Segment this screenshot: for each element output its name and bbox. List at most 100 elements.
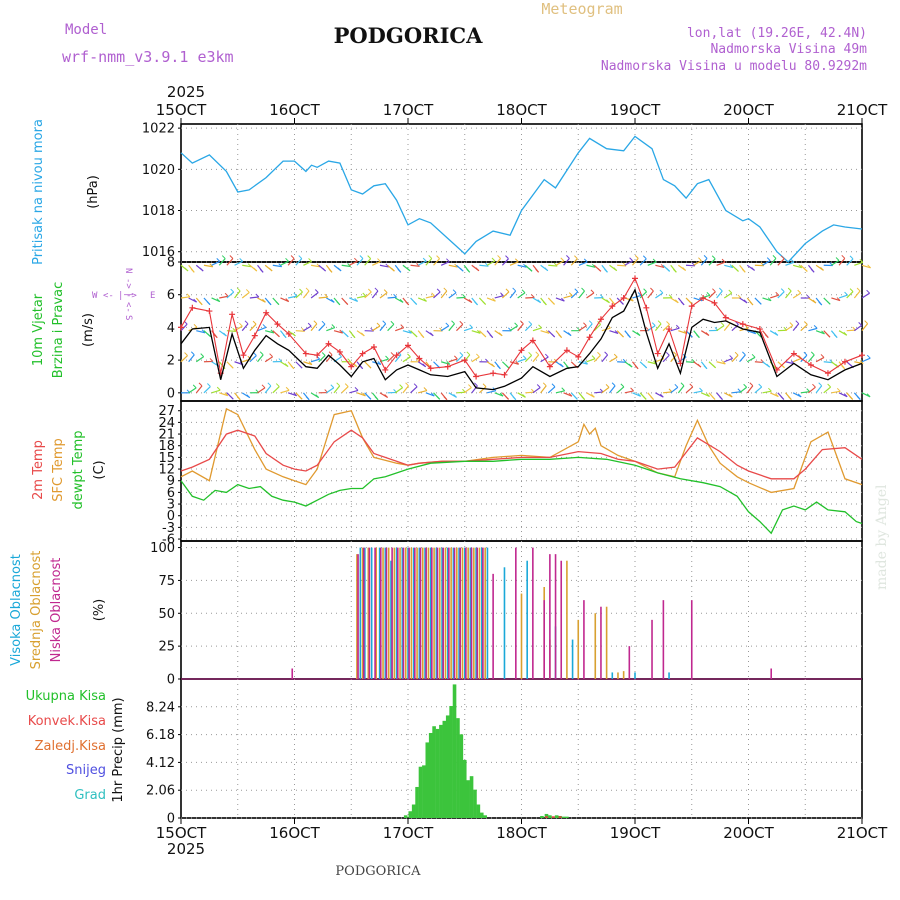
- header: Model wrf-nmm_v3.9.1 e3km PODGORICA Mete…: [62, 0, 890, 879]
- wind-barb: [609, 385, 616, 394]
- wind-barb-head: [812, 299, 817, 304]
- wind-barb: [195, 356, 205, 363]
- wind-barb-head: [428, 255, 433, 259]
- wind-barb-head: [298, 255, 303, 259]
- wind-barb: [655, 292, 664, 299]
- wind-barb-head: [499, 392, 504, 397]
- wind-barb-head: [482, 301, 486, 305]
- y-tick-label: 1018: [142, 204, 175, 219]
- gust-marker: [263, 309, 270, 316]
- wind-barb-head: [553, 262, 558, 267]
- wind-barb-head: [293, 392, 297, 397]
- wind-barb-head: [672, 268, 677, 273]
- wind-barb-head: [614, 330, 619, 334]
- wind-barb: [723, 323, 731, 332]
- wind-barb-head: [466, 268, 471, 273]
- wind-barb-head: [820, 267, 824, 271]
- wind-barb-head: [764, 334, 769, 338]
- wind-barb: [693, 260, 702, 266]
- precip-bar: [554, 815, 559, 818]
- wind-barb-head: [849, 288, 854, 292]
- temp-ylabel-1: 2m Temp: [31, 440, 46, 500]
- y-tick-label: 12: [158, 463, 175, 478]
- wind-barb-head: [699, 387, 703, 392]
- wind-barb-head: [429, 332, 434, 337]
- wind-barb: [402, 356, 411, 363]
- wind-barb: [639, 291, 648, 299]
- wind-barb: [310, 358, 320, 363]
- wind-barb-head: [229, 395, 234, 400]
- wind-barb-head: [359, 365, 364, 370]
- wind-barb: [456, 323, 464, 332]
- wind-barb-head: [605, 384, 610, 388]
- wind-barb: [402, 330, 412, 334]
- wind-barb-head: [477, 329, 481, 334]
- gust-marker: [824, 370, 831, 377]
- wind-barb-head: [315, 394, 320, 398]
- wind-barb: [670, 354, 677, 363]
- wind-barb: [196, 330, 206, 334]
- wind-barb-head: [377, 361, 382, 365]
- wind-barb: [823, 361, 833, 364]
- wind-barb: [479, 386, 487, 394]
- wind-barb-head: [797, 393, 802, 398]
- wind-barb: [333, 385, 341, 394]
- wind-barb: [303, 361, 313, 366]
- wind-barb-head: [620, 301, 624, 305]
- wind-barb: [785, 325, 794, 332]
- precip-bar: [466, 780, 470, 818]
- y-tick-label: 0: [167, 812, 175, 827]
- wind-barb-head: [290, 365, 295, 370]
- y-tick-label: 4.12: [146, 756, 175, 771]
- wind-barb-head: [561, 297, 565, 302]
- wind-barb-head: [347, 358, 352, 363]
- wind-barb-head: [422, 363, 427, 368]
- wind-barb-head: [703, 255, 708, 259]
- wind-barb: [785, 290, 792, 299]
- wind-barb-head: [757, 300, 762, 305]
- wind-barb-head: [558, 334, 562, 339]
- wind-barb-head: [198, 301, 203, 306]
- wind-barb-head: [216, 258, 221, 262]
- wind-barb: [846, 291, 854, 299]
- wind-barb: [685, 386, 694, 394]
- wind-barb-head: [711, 396, 716, 400]
- wind-barb-head: [542, 382, 547, 387]
- gust-marker: [274, 321, 281, 328]
- wind-barb: [724, 264, 734, 269]
- wind-barb-head: [344, 383, 349, 387]
- precip-bar: [462, 759, 467, 818]
- wind-barb: [219, 392, 228, 397]
- wind-barb-head: [836, 297, 841, 301]
- precip-bar: [445, 715, 450, 818]
- wind-barb-head: [561, 387, 566, 392]
- wind-barb: [570, 258, 578, 266]
- wind-barb-head: [835, 257, 840, 261]
- y-tick-label: 50: [158, 607, 175, 622]
- wind-barb-head: [453, 355, 458, 360]
- gust-marker: [336, 348, 343, 355]
- wind-barb-head: [275, 383, 280, 387]
- wind-barb-head: [491, 363, 495, 368]
- compass-from-arrow: <-: [123, 302, 133, 313]
- y-tick-label: 100: [150, 541, 175, 556]
- wind-barb-head: [328, 268, 333, 273]
- wind-barb-head: [278, 358, 283, 362]
- wind-barb: [578, 290, 586, 299]
- precip-bar: [435, 728, 440, 818]
- wind-barb-head: [305, 287, 310, 292]
- wind-barb: [387, 296, 397, 299]
- wind-barb-head: [841, 254, 846, 259]
- wind-barb: [448, 323, 455, 332]
- wind-barb-head: [628, 363, 633, 368]
- wind-barb: [303, 260, 312, 266]
- wind-barb-head: [827, 383, 831, 388]
- wind-barb-head: [328, 351, 333, 356]
- wind-barb: [861, 323, 869, 332]
- wind-barb-head: [406, 267, 411, 272]
- wind-barb: [547, 386, 556, 394]
- wind-barb: [188, 387, 197, 394]
- gust-marker: [370, 344, 377, 351]
- wind-barb-head: [253, 352, 257, 356]
- wind-barb: [624, 390, 634, 394]
